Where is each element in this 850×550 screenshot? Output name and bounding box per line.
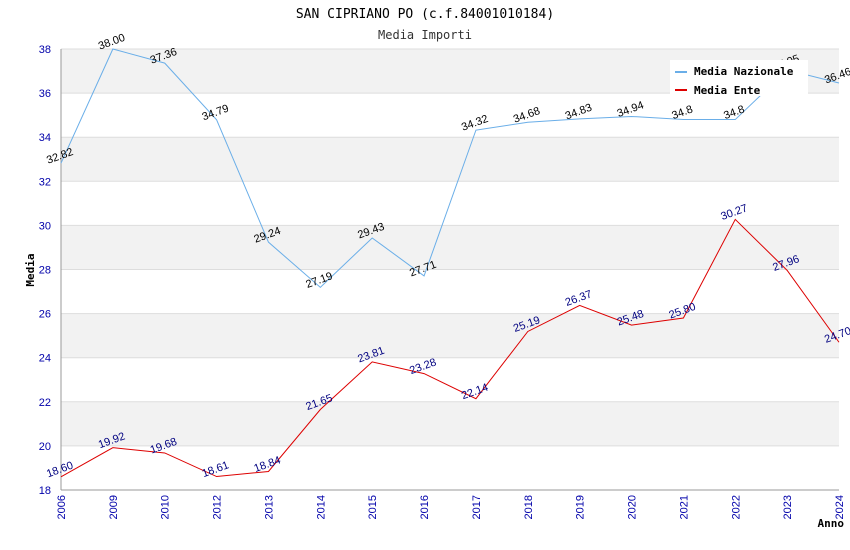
legend: Media Nazionale Media Ente [670, 60, 808, 97]
x-axis-label: Anno [818, 517, 845, 530]
legend-label-ente: Media Ente [694, 84, 761, 97]
x-tick-label: 2024 [834, 495, 846, 519]
x-tick-label: 2009 [108, 495, 120, 519]
plot-band [61, 357, 839, 402]
y-tick-label: 34 [39, 132, 51, 144]
y-axis-label: Media [24, 253, 37, 286]
y-tick-label: 32 [39, 176, 51, 188]
x-tick-label: 2016 [419, 495, 431, 519]
x-tick-label: 2022 [730, 495, 742, 519]
x-tick-label: 2017 [471, 495, 483, 519]
x-tick-label: 2010 [160, 495, 172, 519]
chart-subtitle: Media Importi [378, 28, 472, 42]
y-tick-label: 36 [39, 88, 51, 100]
x-tick-label: 2006 [56, 495, 68, 519]
plot-band [61, 93, 839, 138]
chart-title: SAN CIPRIANO PO (c.f.84001010184) [296, 7, 554, 22]
x-tick-label: 2015 [367, 495, 379, 519]
x-tick-label: 2020 [627, 495, 639, 519]
series-line-ente [60, 218, 840, 478]
series-lines [60, 48, 840, 478]
x-tick-label: 2014 [315, 495, 327, 519]
plot-background-bands [61, 49, 839, 490]
x-tick-label: 2018 [523, 495, 535, 519]
plot-band [61, 313, 839, 358]
x-tick-label: 2019 [575, 495, 587, 519]
plot-band [61, 137, 839, 182]
y-tick-label: 26 [39, 309, 51, 321]
x-tick-label: 2023 [782, 495, 794, 519]
y-tick-label: 24 [39, 353, 51, 365]
plot-band [61, 401, 839, 446]
series-line-nazionale [60, 48, 840, 289]
y-tick-label: 30 [39, 220, 51, 232]
y-tick-label: 28 [39, 265, 51, 277]
plot-band [61, 269, 839, 314]
plot-band [61, 225, 839, 270]
y-tick-label: 38 [39, 44, 51, 56]
x-tick-label: 2012 [212, 495, 224, 519]
y-tick-label: 20 [39, 441, 51, 453]
x-axis-ticks: 2006 2009 2010 2012 2013 2014 2015 2016 2017 2018… [56, 495, 846, 519]
x-tick-label: 2013 [263, 495, 275, 519]
plot-band [61, 445, 839, 490]
y-tick-label: 18 [39, 485, 51, 497]
y-tick-label: 22 [39, 397, 51, 409]
y-axis-ticks: 18 20 22 24 26 28 30 32 34 36 38 [39, 44, 51, 497]
legend-label-nazionale: Media Nazionale [694, 65, 794, 78]
legend-box [670, 60, 808, 96]
x-tick-label: 2021 [678, 495, 690, 519]
